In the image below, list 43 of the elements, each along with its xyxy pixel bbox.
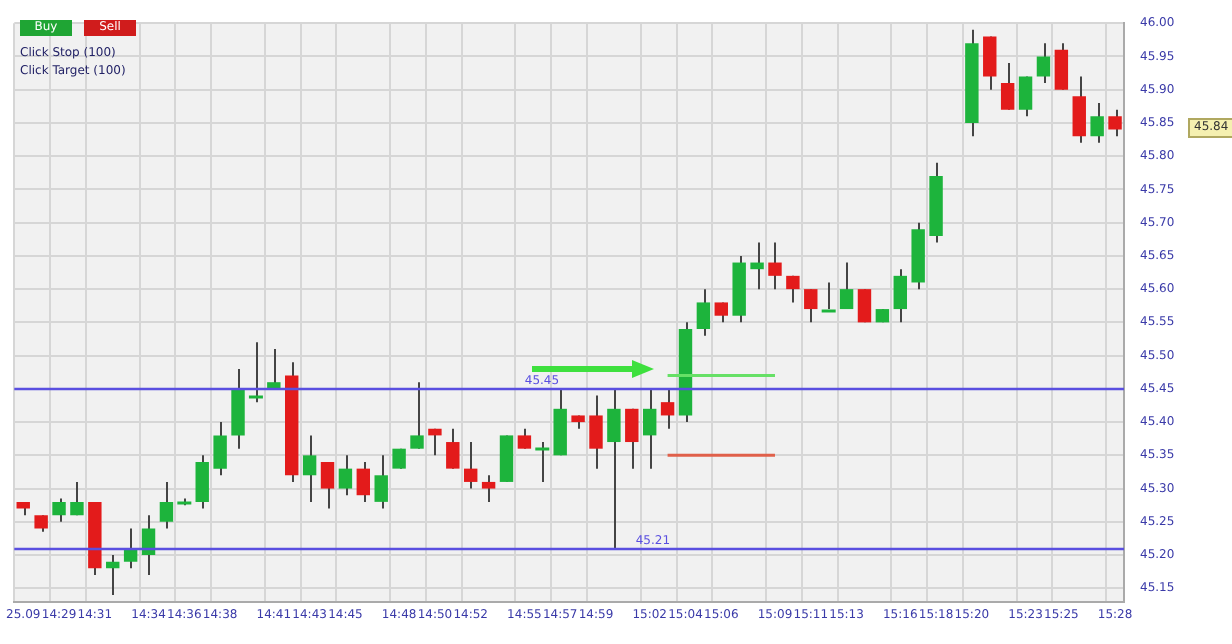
candlestick [1036,42,1051,85]
candlestick [983,35,997,91]
candlestick [607,387,621,550]
candlestick [302,434,317,503]
candlestick [553,387,567,457]
candlestick [428,427,442,457]
candlestick [481,474,496,503]
candlestick [52,497,66,523]
candlestick [1090,101,1104,144]
candlestick [804,288,818,324]
candlestick [267,347,281,390]
candlestick [320,460,335,510]
candlestick [374,454,388,510]
candlestick [893,268,907,324]
candlestick [446,427,460,470]
candlestick [839,261,854,311]
candlestick [213,421,227,477]
candlestick [517,427,532,450]
candlestick [696,288,711,337]
candlestick [857,288,872,324]
candlestick [1018,75,1033,118]
candlestick [1000,62,1015,111]
candlestick [589,394,603,470]
candlestick [338,454,353,497]
candlestick [410,381,424,450]
candlestick [1054,42,1069,91]
candlestick [750,241,764,291]
candlestick [625,407,639,470]
candlestick [714,301,728,324]
candlestick [768,241,782,291]
candlestick [1108,108,1122,138]
candlestick [70,480,84,517]
candlestick [1072,75,1086,144]
candlestick [195,454,209,510]
candlestick [642,387,657,470]
candlestick [159,480,174,530]
candlestick [356,460,371,503]
candlestick [499,434,514,483]
candlestick [463,441,478,490]
candlestick [660,387,675,430]
candlestick [231,367,245,450]
candlestick [141,514,156,577]
candlestick [786,274,800,304]
